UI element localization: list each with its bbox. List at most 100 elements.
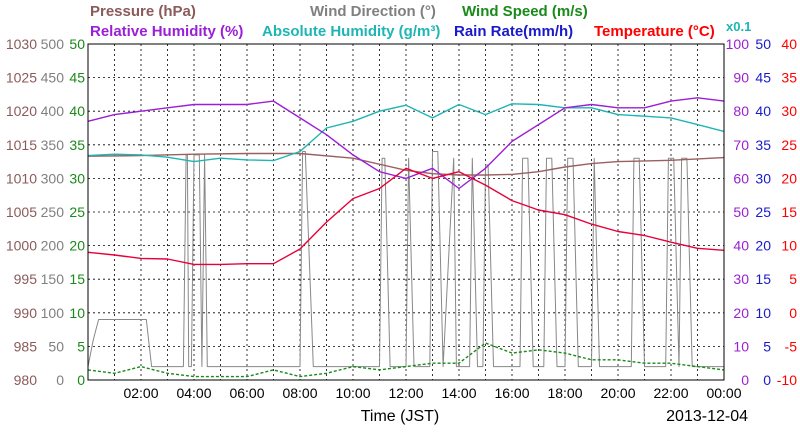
pressure-tick-label: 980: [14, 372, 38, 388]
left-axes: 9809859909951000100510101015102010251030…: [6, 36, 85, 388]
pressure-tick-label: 1000: [6, 238, 37, 254]
rain-rate-tick-label: 30: [755, 170, 771, 186]
x-tick-label: 08:00: [282, 385, 317, 401]
header-label: Temperature (°C): [594, 23, 715, 40]
plot-frame: [87, 43, 725, 381]
rain-rate-tick-label: 20: [755, 238, 771, 254]
pressure-tick-label: 995: [14, 271, 38, 287]
humidity-tick-label: 20: [733, 305, 749, 321]
temperature-series: [87, 167, 725, 266]
temperature-tick-label: -5: [785, 338, 798, 354]
temperature-tick-label: 40: [781, 36, 797, 52]
absolute-humidity-series: [87, 103, 725, 163]
x-tick-label: 02:00: [123, 385, 158, 401]
humidity-tick-label: 50: [733, 204, 749, 220]
pressure-tick-label: 990: [14, 305, 38, 321]
temperature-tick-label: 35: [781, 70, 797, 86]
wind-direction-tick-label: 350: [41, 137, 65, 153]
wind-speed-tick-label: 5: [77, 338, 85, 354]
date-label: 2013-12-04: [666, 408, 748, 425]
x-tick-label: 20:00: [600, 385, 635, 401]
header-row-2: Relative Humidity (%) Absolute Humidity (…: [90, 19, 751, 40]
pressure-tick-label: 1010: [6, 170, 37, 186]
wind-speed-tick-label: 45: [69, 70, 85, 86]
x-tick-label: 18:00: [547, 385, 582, 401]
right-axes: 0 10 20 30 40 50 60 70 80 90 100 0 5 10 15 20 25 30 35 40 45…: [726, 36, 798, 388]
header-label: Wind Direction (°): [310, 3, 436, 20]
wind-direction-tick-label: 150: [41, 271, 65, 287]
header-label: Wind Speed (m/s): [462, 3, 588, 20]
wind-direction-tick-label: 0: [56, 372, 64, 388]
humidity-tick-label: 60: [733, 170, 749, 186]
pressure-tick-label: 1020: [6, 103, 37, 119]
temperature-tick-label: 30: [781, 103, 797, 119]
humidity-tick-label: 70: [733, 137, 749, 153]
humidity-tick-label: 10: [733, 338, 749, 354]
scale-note: x0.1: [726, 19, 751, 34]
temperature-tick-label: 15: [781, 204, 797, 220]
wind-direction-tick-label: 300: [41, 170, 65, 186]
x-tick-label: 22:00: [653, 385, 688, 401]
temperature-tick-label: 0: [789, 305, 797, 321]
x-tick-label: 16:00: [494, 385, 529, 401]
header-label: Absolute Humidity (g/m³): [262, 23, 440, 40]
x-tick-label: 06:00: [229, 385, 264, 401]
rain-rate-tick-label: 0: [763, 372, 771, 388]
humidity-tick-label: 100: [726, 36, 750, 52]
wind-speed-tick-label: 25: [69, 204, 85, 220]
grid: [88, 44, 724, 380]
header-label: Rain Rate(mm/h): [454, 23, 573, 40]
series-layer: [87, 97, 725, 378]
relative-humidity-series: [87, 97, 725, 190]
wind-direction-tick-label: 50: [48, 338, 64, 354]
temperature-tick-label: 25: [781, 137, 797, 153]
header-row-1: Pressure (hPa) Wind Direction (°) Wind Spe…: [90, 3, 588, 20]
x-tick-label: 14:00: [441, 385, 476, 401]
wind-direction-tick-label: 400: [41, 103, 65, 119]
wind-direction-tick-label: 500: [41, 36, 65, 52]
pressure-tick-label: 1025: [6, 70, 37, 86]
wind-speed-tick-label: 10: [69, 305, 85, 321]
rain-rate-tick-label: 35: [755, 137, 771, 153]
pressure-tick-label: 1015: [6, 137, 37, 153]
x-axis-label: Time (JST): [361, 408, 440, 425]
temperature-tick-label: 10: [781, 238, 797, 254]
humidity-tick-label: 40: [733, 238, 749, 254]
humidity-tick-label: 90: [733, 70, 749, 86]
x-axis: 02:00 04:00 06:00 08:00 10:00 12:00 14:00 16:00…: [123, 385, 741, 401]
wind-speed-series: [87, 342, 725, 378]
x-tick-label: 00:00: [706, 385, 741, 401]
wind-speed-tick-label: 35: [69, 137, 85, 153]
pressure-series: [87, 152, 725, 176]
rain-rate-tick-label: 40: [755, 103, 771, 119]
wind-direction-tick-label: 200: [41, 238, 65, 254]
wind-speed-tick-label: 0: [77, 372, 85, 388]
rain-rate-tick-label: 45: [755, 70, 771, 86]
x-tick-label: 04:00: [176, 385, 211, 401]
wind-direction-tick-label: 100: [41, 305, 65, 321]
rain-rate-tick-label: 10: [755, 305, 771, 321]
humidity-tick-label: 30: [733, 271, 749, 287]
wind-speed-tick-label: 40: [69, 103, 85, 119]
rain-rate-tick-label: 5: [763, 338, 771, 354]
wind-speed-tick-label: 20: [69, 238, 85, 254]
temperature-tick-label: 20: [781, 170, 797, 186]
temperature-tick-label: -10: [777, 372, 797, 388]
header-label: Relative Humidity (%): [90, 23, 243, 40]
x-tick-label: 12:00: [388, 385, 423, 401]
rain-rate-tick-label: 15: [755, 271, 771, 287]
rain-rate-tick-label: 25: [755, 204, 771, 220]
wind-speed-tick-label: 15: [69, 271, 85, 287]
temperature-tick-label: 5: [789, 271, 797, 287]
pressure-tick-label: 985: [14, 338, 38, 354]
wind-speed-tick-label: 50: [69, 36, 85, 52]
x-tick-label: 10:00: [335, 385, 370, 401]
wind-direction-tick-label: 250: [41, 204, 65, 220]
rain-rate-tick-label: 50: [755, 36, 771, 52]
header-label: Pressure (hPa): [90, 3, 196, 20]
pressure-tick-label: 1030: [6, 36, 37, 52]
wind-direction-series: [87, 151, 724, 368]
humidity-tick-label: 80: [733, 103, 749, 119]
